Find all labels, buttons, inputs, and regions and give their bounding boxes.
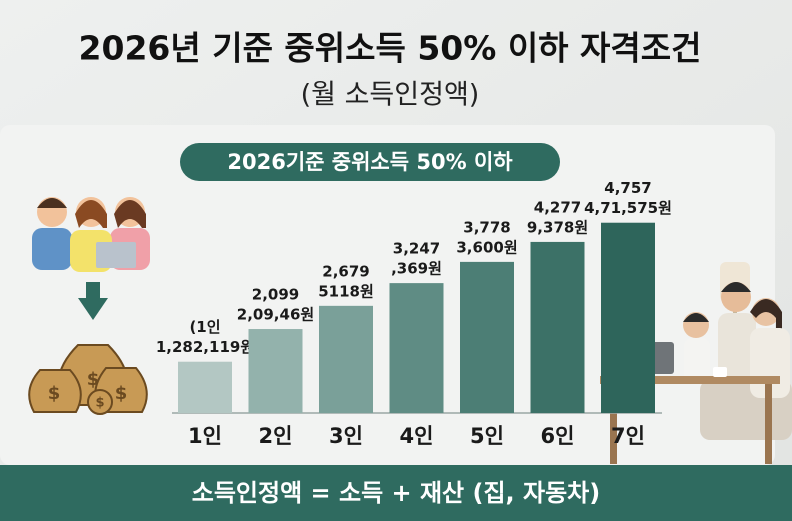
bar	[460, 261, 514, 413]
bar	[248, 329, 303, 413]
svg-text:$: $	[115, 383, 128, 404]
x-tick-label: 4인	[400, 424, 434, 448]
x-tick-label: 1인	[188, 424, 222, 448]
x-tick-label: 6인	[541, 424, 575, 448]
bar	[319, 305, 373, 413]
badge-text: 2026기준 중위소득 50% 이하	[227, 150, 513, 174]
bar	[530, 241, 585, 413]
chart-subtitle: (월 소득인정액)	[301, 80, 480, 111]
money-signs: $ $ $ $	[48, 369, 128, 411]
value-label: 3,778	[463, 218, 510, 236]
svg-text:$: $	[48, 383, 61, 404]
bar	[178, 361, 232, 413]
footer-text: 소득인정액 = 소득 + 재산 (집, 자동차)	[192, 479, 600, 507]
svg-text:$: $	[87, 369, 100, 390]
down-arrow	[78, 282, 108, 320]
chart-title: 2026년 기준 중위소득 50% 이하 자격조건	[79, 29, 702, 68]
x-tick-label: 7인	[611, 424, 645, 448]
value-label: 2,099	[252, 286, 299, 304]
bar	[389, 283, 444, 413]
value-label: 4,71,575원	[584, 199, 672, 217]
people-icon	[32, 197, 150, 272]
value-label: 3,247	[393, 240, 440, 258]
value-label: 4,757	[604, 179, 651, 197]
value-label: 5118원	[318, 282, 374, 300]
x-tick-label: 2인	[259, 424, 293, 448]
value-label: 1,282,119원	[156, 338, 254, 356]
x-tick-label: 3인	[329, 424, 363, 448]
footer-band	[0, 465, 792, 521]
value-label: 3,600원	[456, 238, 517, 256]
value-label: 4,277	[534, 198, 581, 216]
x-tick-label: 5인	[470, 424, 504, 448]
svg-text:$: $	[95, 396, 104, 411]
value-label: 2,679	[322, 262, 369, 280]
bar	[601, 222, 655, 413]
badge	[180, 143, 560, 181]
money-bags	[28, 344, 148, 415]
value-label: ,369원	[391, 260, 442, 278]
value-label: (1인	[189, 318, 220, 336]
value-label: 2,09,46원	[237, 306, 314, 324]
value-label: 9,378원	[527, 218, 588, 236]
